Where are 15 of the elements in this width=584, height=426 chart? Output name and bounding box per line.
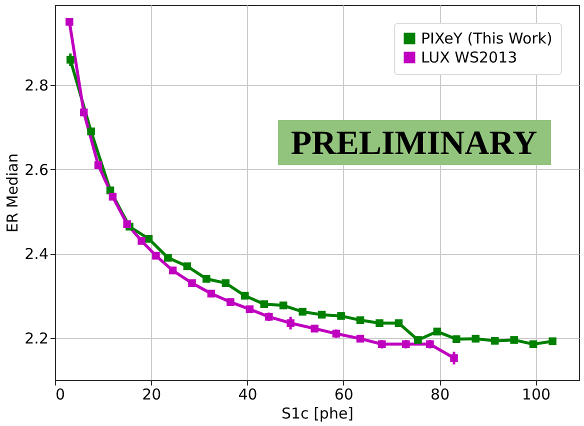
y-axis-title: ER Median — [4, 153, 22, 233]
legend-label: LUX WS2013 — [421, 48, 518, 66]
y-tick-label: 2.8 — [24, 76, 48, 95]
x-tick-label: 60 — [334, 386, 354, 404]
x-tick-label: 80 — [430, 386, 450, 404]
y-tick-label: 2.2 — [24, 329, 48, 348]
x-tick-label: 0 — [56, 386, 66, 404]
x-tick-label: 40 — [238, 386, 258, 404]
y-tick-label: 2.6 — [24, 160, 48, 179]
legend-label: PIXeY (This Work) — [421, 30, 552, 48]
x-axis-title: S1c [phe] — [281, 404, 354, 422]
annotation: PRELIMINARY — [290, 125, 538, 162]
x-tick-label: 100 — [522, 386, 551, 404]
y-tick-label: 2.4 — [24, 245, 48, 264]
x-tick-label: 20 — [142, 386, 162, 404]
